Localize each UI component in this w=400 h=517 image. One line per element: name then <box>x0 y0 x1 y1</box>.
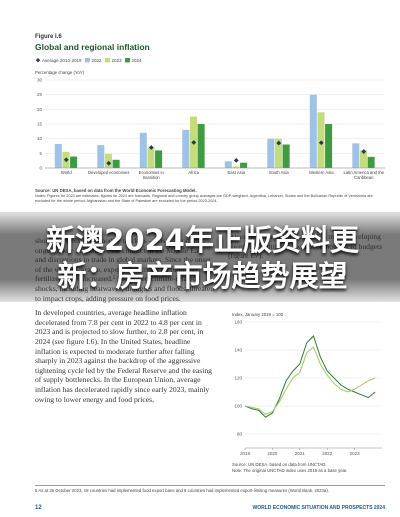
bar <box>70 156 78 168</box>
bar <box>317 112 325 168</box>
figure-label: Figure I.6 <box>35 34 62 40</box>
diamond-marker <box>191 140 197 145</box>
y-tick-label: 5 <box>39 151 42 156</box>
page-number: 12 <box>35 505 42 511</box>
y-tick-label: 160 <box>234 320 242 325</box>
legend-label: 2023 <box>111 58 122 63</box>
x-tick-label: 2023 <box>350 451 361 456</box>
x-tick-label: 2022 <box>322 451 333 456</box>
bar <box>352 143 360 168</box>
diamond-marker <box>106 160 112 166</box>
diamond-marker <box>361 149 367 154</box>
y-tick-label: 20 <box>37 107 43 112</box>
diamond-marker <box>318 140 324 146</box>
bar-chart: 0 5 10 15 20 25 30 Average 2010-2019 2022 2023 202… <box>35 58 385 171</box>
bar <box>359 150 367 168</box>
footnote: 5 As at 26 October 2023, 19 countries ha… <box>35 488 329 493</box>
legend-swatch <box>124 58 130 63</box>
bar <box>97 145 105 168</box>
bar <box>147 147 155 168</box>
x-tick-label: 2021 <box>295 451 306 456</box>
y-tick-label: 10 <box>37 136 43 141</box>
y-axis-label: Percentage change (YoY) <box>35 70 85 75</box>
y-tick-label: 25 <box>37 92 43 97</box>
y-tick-label: 30 <box>37 78 43 83</box>
figure-notes: Notes: Figures for 2023 are estimates; f… <box>35 194 373 203</box>
x-tick-label: World <box>60 170 72 175</box>
diamond-marker <box>233 157 239 163</box>
category-labels: World Developed economies Economies in tra… <box>0 0 400 200</box>
bar <box>197 124 205 168</box>
line-note: Note: The original UNCTAD index uses 201… <box>232 468 348 473</box>
bar <box>155 150 163 168</box>
bar <box>104 153 112 168</box>
publication: WORLD ECONOMIC SITUATION AND PROSPECTS 2… <box>252 505 385 511</box>
y-tick-label: 80 <box>237 432 243 437</box>
bar <box>182 129 190 168</box>
bar <box>367 156 375 168</box>
figure-title: Global and regional inflation <box>35 42 150 52</box>
x-tick-label: Economies in transition <box>138 170 164 180</box>
paragraph: In developed countries, average headline… <box>35 308 212 404</box>
bar <box>274 138 282 168</box>
banner-backdrop <box>0 212 400 302</box>
banner-title: 新澳2024年正版资料更新：房产市场趋势展望 <box>46 223 359 293</box>
y-tick-label: 15 <box>37 122 43 127</box>
y-tick-label: 120 <box>234 376 242 381</box>
diamond-marker <box>148 145 154 150</box>
legend-swatch <box>84 58 90 63</box>
diamond-marker <box>276 140 282 146</box>
bar <box>54 143 62 168</box>
bar <box>139 132 147 168</box>
bar <box>240 162 248 168</box>
x-tick-label: Latin America and the Caribbean <box>343 170 384 180</box>
y-tick-label: 0 <box>39 166 42 171</box>
x-tick-label: Africa <box>188 170 200 175</box>
x-tick-label: Developed economies <box>88 170 130 175</box>
x-tick-label: South Asia <box>268 170 289 175</box>
bar <box>309 94 317 168</box>
bar <box>325 124 333 168</box>
x-tick-label: East Asia <box>227 170 245 175</box>
figure-source: Source: UN DESA, based on data from the … <box>35 188 197 193</box>
series-line <box>244 335 376 418</box>
footnote-rule <box>35 485 385 486</box>
bar <box>267 138 275 168</box>
line-source: Source: UN DESA, based on data from UNCT… <box>232 462 327 467</box>
x-tick-label: Western Asia <box>308 170 334 175</box>
y-tick-label: 140 <box>234 348 242 353</box>
bar <box>112 159 120 168</box>
diamond-marker <box>63 157 69 163</box>
legend-swatch <box>104 58 110 63</box>
legend-label: Average 2010-2019 <box>42 58 82 63</box>
bar <box>224 161 232 168</box>
series-line <box>244 346 376 415</box>
bar <box>232 166 240 168</box>
line-y-label: Index, January 2019 = 100 <box>232 312 284 317</box>
x-tick-label: 2020 <box>267 451 278 456</box>
legend-label: 2022 <box>91 58 102 63</box>
legend-marker <box>35 58 41 63</box>
bar <box>282 144 290 168</box>
x-tick-label: 2019 <box>240 451 251 456</box>
legend-label: 2024 <box>131 58 142 63</box>
y-tick-label: 100 <box>234 404 242 409</box>
